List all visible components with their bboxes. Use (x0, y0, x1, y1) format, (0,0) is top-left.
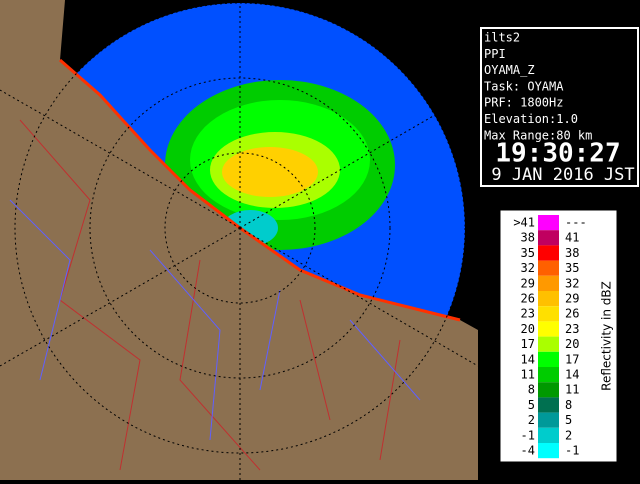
legend-low: 35 (521, 246, 535, 260)
legend-swatch (538, 260, 559, 276)
legend-low: 32 (521, 261, 535, 275)
info-line: PPI (484, 47, 506, 61)
legend-high: 17 (565, 352, 579, 366)
legend-swatch (538, 427, 559, 443)
legend-high: 38 (565, 246, 579, 260)
info-line: Max Range:80 km (484, 128, 592, 142)
legend-low: 2 (528, 413, 535, 427)
legend-low: 8 (528, 383, 535, 397)
rivers (9, 199, 421, 441)
legend-high: 35 (565, 261, 579, 275)
range-rings (0, 0, 478, 480)
legend-title: Reflectivity in dBZ (600, 281, 614, 391)
legend-swatch (538, 215, 559, 231)
legend-swatch (538, 230, 559, 246)
time: 19:30:27 (495, 139, 620, 169)
legend-swatch (538, 306, 559, 322)
info-panel (480, 27, 639, 187)
legend-low: 29 (521, 276, 535, 290)
legend-high: 29 (565, 292, 579, 306)
legend-low: >41 (513, 216, 535, 230)
legend-high: 41 (565, 231, 579, 245)
radar-map (0, 0, 478, 480)
legend-swatch (538, 321, 559, 337)
echo (222, 147, 318, 197)
legend-swatch (538, 443, 559, 459)
info-line: Task: OYAMA (484, 79, 564, 93)
legend-swatch (538, 397, 559, 413)
legend-high: 14 (565, 368, 579, 382)
legend-high: 2 (565, 428, 572, 442)
legend-high: 26 (565, 307, 579, 321)
legend-low: 17 (521, 337, 535, 351)
legend-high: --- (565, 216, 587, 230)
legend-high: 23 (565, 322, 579, 336)
land (0, 0, 478, 480)
legend-low: 23 (521, 307, 535, 321)
legend-swatch (538, 367, 559, 383)
legend-swatch (538, 245, 559, 261)
legend-low: 11 (521, 368, 535, 382)
legend-low: -4 (521, 444, 535, 458)
info-line: OYAMA_Z (484, 63, 535, 77)
legend-swatch (538, 336, 559, 352)
legend-swatch (538, 412, 559, 428)
legend-high: -1 (565, 444, 579, 458)
info-line: ilts2 (484, 31, 520, 45)
legend-low: -1 (521, 428, 535, 442)
info-text: ilts2 PPI OYAMA_Z Task: OYAMA PRF: 1800Hz Ele… (484, 31, 592, 143)
legend-low: 14 (521, 352, 535, 366)
legend-high: 8 (565, 398, 572, 412)
legend-high: 32 (565, 276, 579, 290)
legend-low: 20 (521, 322, 535, 336)
legend-low: 38 (521, 231, 535, 245)
legend-low: 26 (521, 292, 535, 306)
legend-swatch (538, 291, 559, 307)
legend-high: 11 (565, 383, 579, 397)
legend-swatch (538, 275, 559, 291)
date: 9 JAN 2016 JST (491, 165, 634, 185)
info-line: PRF: 1800Hz (484, 96, 563, 110)
info-line: Elevation:1.0 (484, 112, 578, 126)
legend-high: 20 (565, 337, 579, 351)
legend-swatch (538, 351, 559, 367)
legend-low: 5 (528, 398, 535, 412)
legend-high: 5 (565, 413, 572, 427)
legend-swatch (538, 382, 559, 398)
